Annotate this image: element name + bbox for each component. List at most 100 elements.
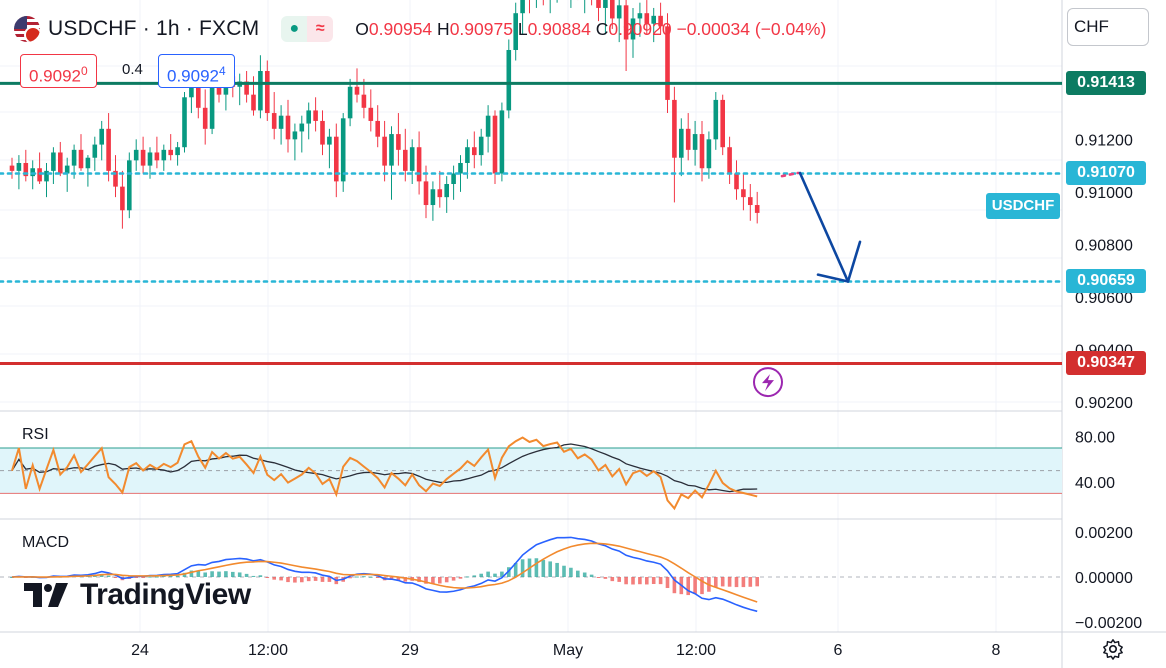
candle-body — [748, 197, 753, 206]
macd-histogram-bar — [438, 577, 442, 584]
candles-layer — [9, 0, 760, 229]
macd-histogram-bar — [396, 577, 401, 581]
rsi-ma-line — [11, 443, 758, 493]
market-status[interactable]: ● ≈ — [281, 16, 334, 42]
macd-histogram-bar — [741, 577, 746, 588]
candle-body — [506, 49, 512, 111]
macd-histogram-bar — [286, 577, 290, 583]
macd-histogram-bar — [645, 577, 649, 585]
candle-body — [127, 160, 132, 211]
candle-body — [92, 144, 98, 158]
macd-signal-line — [11, 542, 758, 603]
candle-body — [699, 134, 705, 169]
candle-body — [437, 189, 443, 198]
macd-histogram-bar — [279, 577, 283, 581]
candle-body — [458, 162, 463, 174]
macd-histogram-bar — [472, 575, 477, 577]
macd-histogram-bar — [134, 577, 138, 578]
wave-icon[interactable]: ≈ — [307, 16, 334, 42]
candle-body — [382, 136, 387, 166]
macd-histogram-bar — [576, 570, 580, 577]
candle-body — [340, 118, 346, 182]
macd-histogram-bar — [320, 577, 325, 582]
macd-histogram-bar — [617, 577, 621, 582]
candle-body — [347, 86, 353, 119]
candle-body — [485, 115, 491, 137]
macd-histogram-bar — [748, 577, 753, 587]
ohlc-values: O0.90954 H0.90975 L0.90884 C0.90920 −0.0… — [355, 18, 827, 39]
time-tick: 6 — [834, 642, 843, 659]
rsi-label[interactable]: RSI — [22, 426, 49, 443]
candle-body — [44, 170, 49, 182]
candle-body — [596, 0, 601, 8]
price-tick: 0.91200 — [1075, 132, 1133, 149]
candle-body — [644, 13, 650, 24]
macd-histogram-bar — [168, 576, 173, 578]
macd-histogram-bar — [175, 575, 180, 577]
sell-button[interactable]: 0.90920 — [20, 54, 97, 88]
down-arrow-icon — [798, 171, 850, 283]
candle-body — [354, 86, 360, 95]
macd-histogram-bar — [244, 573, 249, 577]
drawings-layer[interactable] — [753, 171, 862, 398]
buy-button[interactable]: 0.90924 — [158, 54, 235, 88]
macd-histogram-bar — [155, 576, 159, 578]
brand-wordmark: TradingView — [80, 578, 251, 611]
price-tick: 0.90800 — [1075, 237, 1133, 254]
symbol-title[interactable]: USDCHF · 1h · FXCM — [48, 17, 260, 40]
candle-body — [251, 94, 256, 111]
dot-icon[interactable]: ● — [281, 16, 308, 42]
candle-body — [727, 147, 732, 174]
macd-histogram-bar — [189, 570, 194, 577]
macd-histogram-bar — [355, 576, 359, 578]
macd-histogram-bar — [665, 577, 670, 589]
candle-body — [265, 71, 270, 114]
macd-tick: 0.00000 — [1075, 570, 1133, 587]
candle-body — [244, 81, 249, 95]
candle-body — [451, 173, 456, 185]
macd-histogram-bar — [727, 577, 732, 587]
macd-histogram-bar — [106, 575, 111, 577]
macd-histogram-bar — [714, 577, 718, 588]
currency-selector[interactable]: CHF — [1067, 8, 1149, 46]
macd-histogram-bar — [348, 577, 352, 579]
macd-histogram-bar — [720, 577, 725, 587]
candle-body — [713, 99, 719, 140]
macd-histogram-bar — [141, 577, 145, 578]
macd-histogram-bar — [265, 577, 270, 578]
macd-histogram-bar — [555, 562, 559, 577]
macd-label[interactable]: MACD — [22, 534, 70, 551]
rsi-pane — [0, 436, 1062, 511]
candle-body — [161, 149, 167, 161]
settings-icon[interactable] — [1102, 638, 1124, 660]
macd-histogram-bar — [541, 559, 546, 577]
candle-body — [403, 149, 408, 171]
candle-body — [99, 128, 104, 145]
candle-body — [37, 168, 42, 182]
candle-body — [30, 168, 35, 177]
candle-body — [637, 13, 643, 19]
candle-body — [389, 134, 394, 166]
macd-histogram-bar — [203, 572, 207, 577]
candle-body — [175, 147, 180, 156]
candle-body — [189, 84, 194, 98]
candle-body — [499, 110, 505, 174]
candle-body — [154, 152, 160, 161]
macd-histogram-bar — [148, 576, 152, 578]
macd-histogram-bar — [431, 577, 435, 584]
candle-body — [603, 0, 608, 8]
macd-histogram-bar — [10, 577, 14, 578]
macd-histogram-bar — [486, 571, 490, 577]
candle-body — [71, 149, 77, 166]
macd-histogram-bar — [479, 573, 483, 577]
time-tick: 12:00 — [248, 642, 288, 659]
candle-body — [472, 147, 477, 156]
macd-histogram-bar — [624, 577, 628, 585]
candle-body — [630, 18, 636, 40]
candle-body — [299, 123, 305, 132]
candle-body — [85, 157, 91, 169]
candle-body — [368, 107, 374, 121]
macd-histogram-bar — [162, 576, 166, 578]
candle-body — [754, 205, 760, 213]
